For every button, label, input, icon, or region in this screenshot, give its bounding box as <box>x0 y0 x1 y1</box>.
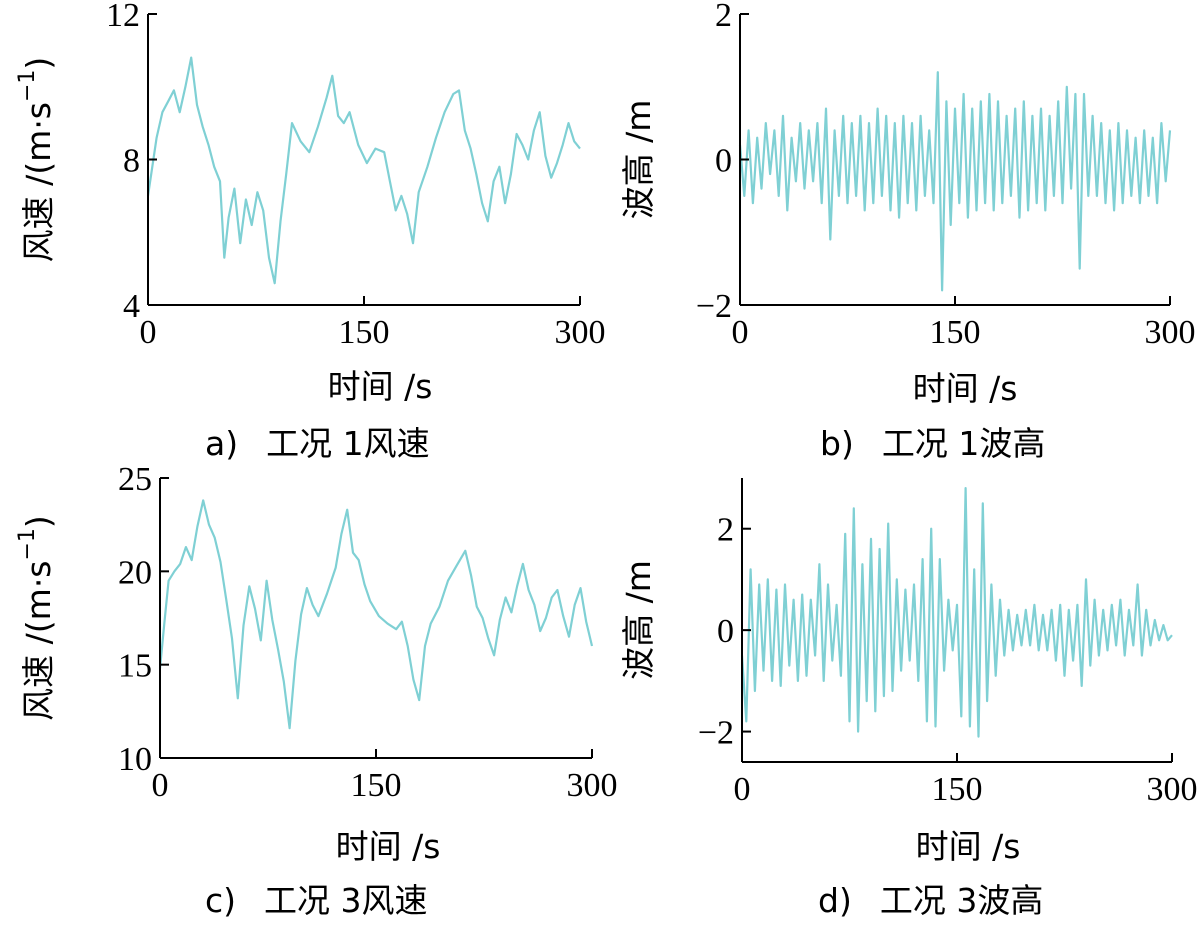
x-tick-label-d: 150 <box>932 771 983 808</box>
series-line-a <box>146 56 581 285</box>
y-tick-label-c: 20 <box>118 554 152 591</box>
y-axis-title-a: 风速 /(m·s−1) <box>15 57 58 263</box>
y-tick-label-a: 4 <box>123 288 140 325</box>
y-tick-label-d: −2 <box>698 715 734 752</box>
y-tick-label-c: 15 <box>118 648 152 685</box>
caption-a: a) 工况 1风速 <box>205 424 430 463</box>
y-tick-label-a: 12 <box>106 0 140 34</box>
x-tick-label-b: 0 <box>732 314 749 351</box>
y-tick-label-b: 2 <box>715 0 732 34</box>
x-tick-label-c: 300 <box>567 767 618 804</box>
y-axis-title-b: 波高 /m <box>619 100 658 220</box>
x-axis-title-d: 时间 /s <box>916 827 1021 866</box>
y-axis-title-d: 波高 /m <box>619 560 658 680</box>
y-axis-title-c: 风速 /(m·s−1) <box>15 515 58 721</box>
x-tick-label-a: 150 <box>339 314 390 351</box>
caption-b: b) 工况 1波高 <box>820 424 1045 463</box>
x-axis-title-a: 时间 /s <box>328 367 433 406</box>
y-tick-label-d: 0 <box>717 613 734 650</box>
y-tick-label-c: 10 <box>118 741 152 778</box>
x-axis-title-c: 时间 /s <box>336 827 441 866</box>
x-tick-label-a: 300 <box>555 314 606 351</box>
y-tick-label-b: 0 <box>715 143 732 180</box>
x-tick-label-a: 0 <box>140 314 157 351</box>
x-tick-label-d: 0 <box>734 771 751 808</box>
chart-c: 0 150 300 10 15 20 25 时间 /s 风速 /(m·s−1) c) 工况 3风速 <box>15 461 618 920</box>
caption-c: c) 工况 3风速 <box>205 881 428 920</box>
x-tick-label-b: 150 <box>930 314 981 351</box>
y-tick-label-b: −2 <box>696 288 732 325</box>
caption-d: d) 工况 3波高 <box>818 881 1043 920</box>
x-tick-label-d: 300 <box>1147 771 1198 808</box>
x-tick-label-c: 0 <box>152 767 169 804</box>
x-tick-label-b: 300 <box>1145 314 1196 351</box>
y-tick-label-d: 2 <box>717 512 734 549</box>
chart-a: 0 150 300 4 8 12 时间 /s 风速 /(m·s−1) a) 工况 1风速 <box>15 0 606 463</box>
series-line-c <box>158 499 594 730</box>
series-line-d <box>740 487 1173 738</box>
y-tick-label-c: 25 <box>118 461 152 498</box>
y-tick-label-a: 8 <box>123 143 140 180</box>
series-line-b <box>738 71 1172 292</box>
x-axis-title-b: 时间 /s <box>913 369 1018 408</box>
x-tick-label-c: 150 <box>351 767 402 804</box>
